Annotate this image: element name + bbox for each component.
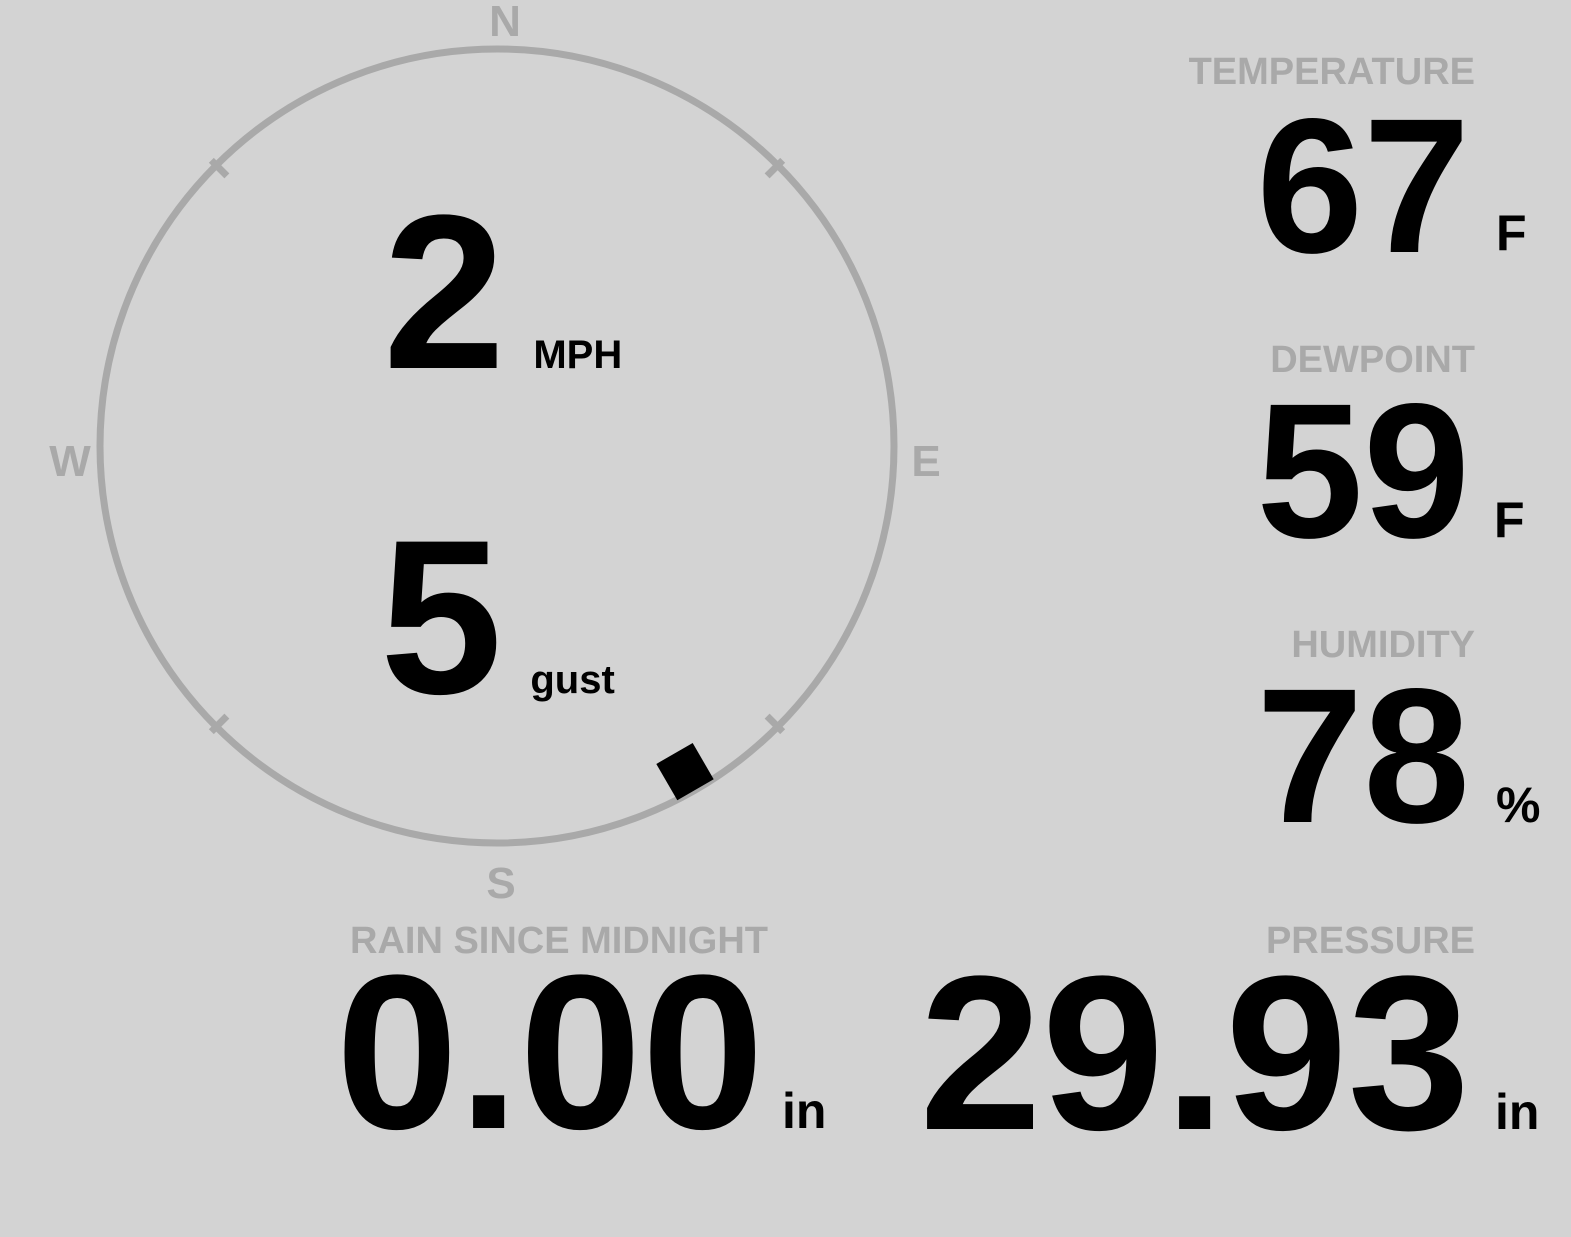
- pressure-value: 29.93: [919, 930, 1470, 1176]
- humidity-value: 78: [1256, 648, 1470, 863]
- temperature-label: TEMPERATURE: [1188, 51, 1475, 93]
- rain-unit: in: [782, 1083, 827, 1139]
- dewpoint-label: DEWPOINT: [1270, 339, 1475, 381]
- wind-gust-value: 5: [380, 494, 503, 740]
- compass-label-west: W: [49, 437, 91, 486]
- tick-se: [764, 713, 786, 735]
- compass-circle: [96, 45, 898, 847]
- rain-label: RAIN SINCE MIDNIGHT: [350, 920, 768, 962]
- pressure-label: PRESSURE: [1265, 920, 1475, 962]
- compass-label-south: S: [486, 859, 516, 908]
- rain-value: 0.00: [335, 929, 764, 1175]
- wind-compass-dial: [96, 45, 898, 847]
- humidity-label: HUMIDITY: [1291, 624, 1475, 666]
- temperature-unit: F: [1496, 205, 1527, 261]
- humidity-unit: %: [1496, 777, 1541, 833]
- wind-speed-readout: 2 MPH: [383, 182, 622, 402]
- wind-gust-unit: gust: [530, 658, 615, 702]
- pressure-unit: in: [1495, 1084, 1540, 1140]
- temperature-value: 67: [1256, 78, 1470, 293]
- compass-label-east: E: [911, 437, 941, 486]
- wind-speed-unit: MPH: [533, 333, 623, 377]
- wind-gust-readout: 5 gust: [380, 507, 615, 727]
- tick-ne: [764, 157, 786, 179]
- dewpoint-value: 59: [1256, 363, 1470, 578]
- compass-label-north: N: [489, 0, 521, 46]
- wind-speed-value: 2: [383, 169, 506, 415]
- wind-direction-marker: [656, 742, 714, 801]
- tick-sw: [208, 713, 230, 735]
- compass-intercardinal-ticks: [208, 157, 786, 735]
- tick-nw: [208, 157, 230, 179]
- dewpoint-unit: F: [1494, 492, 1525, 548]
